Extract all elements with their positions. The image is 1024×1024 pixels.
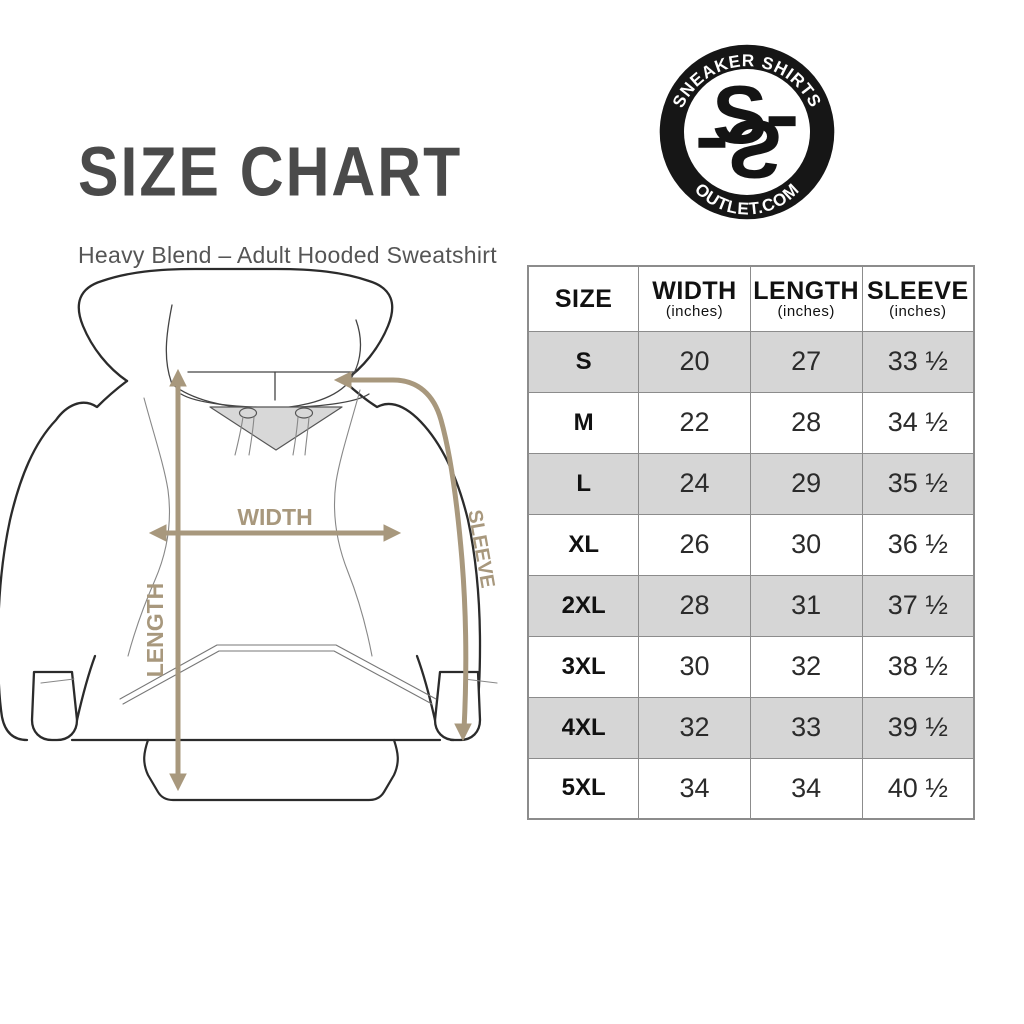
svg-text:LENGTH: LENGTH <box>142 583 168 678</box>
svg-text:WIDTH: WIDTH <box>237 504 312 530</box>
svg-text:SLEEVE: SLEEVE <box>463 508 498 590</box>
